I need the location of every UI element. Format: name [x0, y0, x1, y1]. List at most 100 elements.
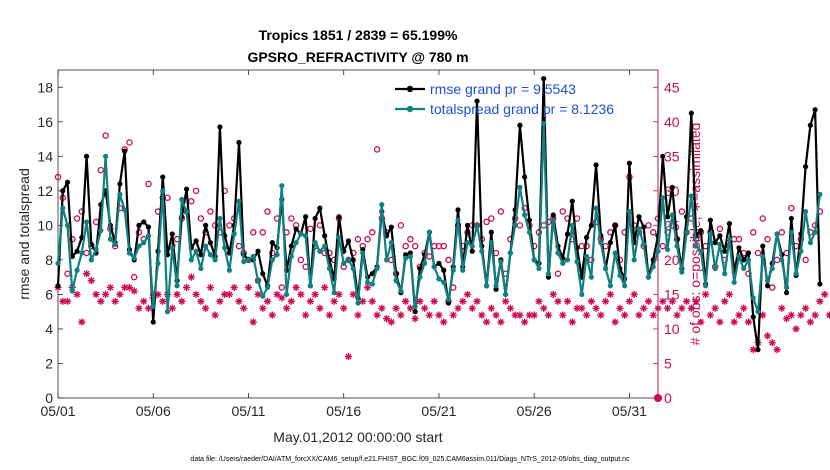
totalspread-point: [650, 264, 656, 270]
obs-assimilated-marker: [382, 314, 391, 323]
totalspread-point: [245, 257, 252, 263]
obs-assimilated-marker: [63, 297, 72, 305]
obs-assimilated-marker: [335, 290, 343, 299]
rmse-point: [636, 214, 642, 220]
totalspread-point: [198, 265, 204, 272]
y-tick-label-right: 20: [664, 252, 680, 268]
obs-assimilated-marker: [744, 318, 753, 326]
obs-assimilated-marker: [344, 352, 353, 361]
obs-assimilated-marker: [759, 311, 767, 319]
obs-assimilated-marker: [125, 283, 134, 292]
y-tick-label-left: 16: [37, 114, 53, 130]
totalspread-point: [141, 240, 147, 246]
rmse-point: [136, 222, 142, 228]
totalspread-point: [636, 226, 642, 232]
rmse-point: [312, 215, 318, 222]
rmse-point: [122, 148, 128, 154]
obs-assimilated-marker: [521, 318, 529, 326]
totalspread-point: [193, 248, 199, 254]
obs-assimilated-marker: [249, 318, 257, 326]
rmse-point: [745, 250, 752, 256]
totalspread-point: [764, 278, 771, 284]
totalspread-point: [707, 231, 713, 237]
obs-assimilated-marker: [592, 304, 600, 312]
obs-assimilated-marker: [254, 290, 262, 299]
obs-possible-marker: [364, 235, 371, 243]
rmse-point: [660, 153, 666, 159]
obs-assimilated-marker: [140, 297, 148, 305]
rmse-point: [736, 245, 742, 251]
rmse-point: [707, 217, 713, 223]
totalspread-point: [69, 288, 75, 294]
obs-assimilated-marker: [225, 290, 234, 299]
obs-possible-marker: [788, 204, 795, 212]
totalspread-point: [93, 246, 99, 253]
rmse-point: [193, 238, 199, 244]
totalspread-point: [64, 222, 71, 228]
totalspread-point: [203, 243, 209, 249]
obs-assimilated-marker: [778, 304, 786, 312]
totalspread-point: [450, 267, 456, 273]
y-tick-label-left: 0: [45, 390, 53, 406]
obs-assimilated-marker: [97, 297, 105, 305]
y-tick-label-right: 40: [664, 114, 680, 130]
obs-assimilated-marker: [121, 283, 129, 292]
obs-assimilated-marker: [478, 311, 486, 319]
rmse-point: [664, 214, 671, 220]
rmse-point: [145, 224, 152, 230]
obs-possible-marker: [97, 166, 105, 174]
obs-assimilated-marker: [440, 318, 448, 326]
totalspread-point: [336, 234, 342, 241]
totalspread-point: [393, 278, 399, 284]
totalspread-point: [698, 248, 704, 254]
totalspread-point: [760, 253, 766, 260]
totalspread-point: [774, 231, 780, 237]
obs-assimilated-marker: [397, 311, 405, 319]
y-tick-label-left: 12: [37, 183, 53, 199]
obs-possible-marker: [373, 146, 381, 153]
obs-assimilated-marker: [211, 311, 219, 319]
chart-title-line2: GPSRO_REFRACTIVITY @ 780 m: [247, 49, 468, 65]
obs-possible-marker: [749, 229, 757, 236]
rmse-point: [717, 233, 723, 239]
totalspread-point: [488, 240, 494, 246]
rmse-point: [464, 222, 471, 228]
totalspread-point: [593, 205, 599, 211]
totalspread-point: [726, 236, 733, 242]
obs-possible-marker: [73, 215, 81, 222]
totalspread-point: [779, 257, 785, 263]
totalspread-point: [55, 260, 61, 266]
totalspread-point: [579, 291, 585, 298]
obs-possible-marker: [288, 215, 295, 222]
obs-assimilated-marker: [359, 297, 367, 305]
totalspread-point: [798, 248, 804, 254]
totalspread-point: [431, 264, 437, 270]
obs-assimilated-marker: [749, 346, 757, 354]
obs-assimilated-marker: [540, 304, 548, 312]
x-tick-label: 05/06: [136, 403, 171, 419]
obs-assimilated-marker: [606, 290, 614, 299]
obs-possible-marker: [397, 222, 405, 229]
totalspread-point: [469, 243, 475, 249]
rmse-point: [217, 124, 223, 130]
totalspread-point: [683, 229, 690, 235]
rmse-point: [817, 281, 823, 287]
obs-possible-marker: [249, 229, 257, 236]
x-tick-label: 05/31: [612, 403, 647, 419]
obs-assimilated-marker: [711, 304, 719, 312]
totalspread-point: [388, 240, 394, 246]
obs-possible-marker: [207, 208, 214, 215]
obs-assimilated-marker: [302, 311, 310, 319]
rmse-point: [755, 347, 761, 353]
obs-assimilated-marker: [806, 318, 814, 326]
totalspread-point: [588, 274, 594, 280]
totalspread-point: [464, 240, 471, 246]
rmse-point: [183, 186, 190, 192]
obs-assimilated-marker: [735, 311, 743, 319]
rmse-point: [607, 240, 613, 246]
obs-assimilated-marker: [697, 318, 705, 326]
totalspread-point: [679, 269, 685, 275]
totalspread-point: [445, 297, 452, 303]
rmse-point: [812, 107, 818, 113]
totalspread-point: [179, 196, 185, 203]
